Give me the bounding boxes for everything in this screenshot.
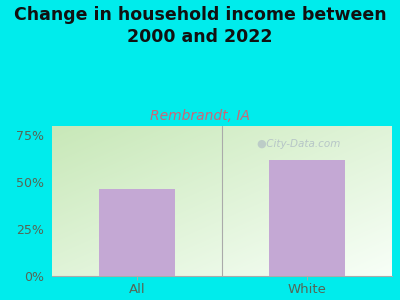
Text: ●: ● [256,139,266,149]
Text: Rembrandt, IA: Rembrandt, IA [150,110,250,124]
Text: City-Data.com: City-Data.com [263,139,340,149]
Bar [269,160,345,276]
Bar [99,189,175,276]
Text: Change in household income between
2000 and 2022: Change in household income between 2000 … [14,6,386,46]
